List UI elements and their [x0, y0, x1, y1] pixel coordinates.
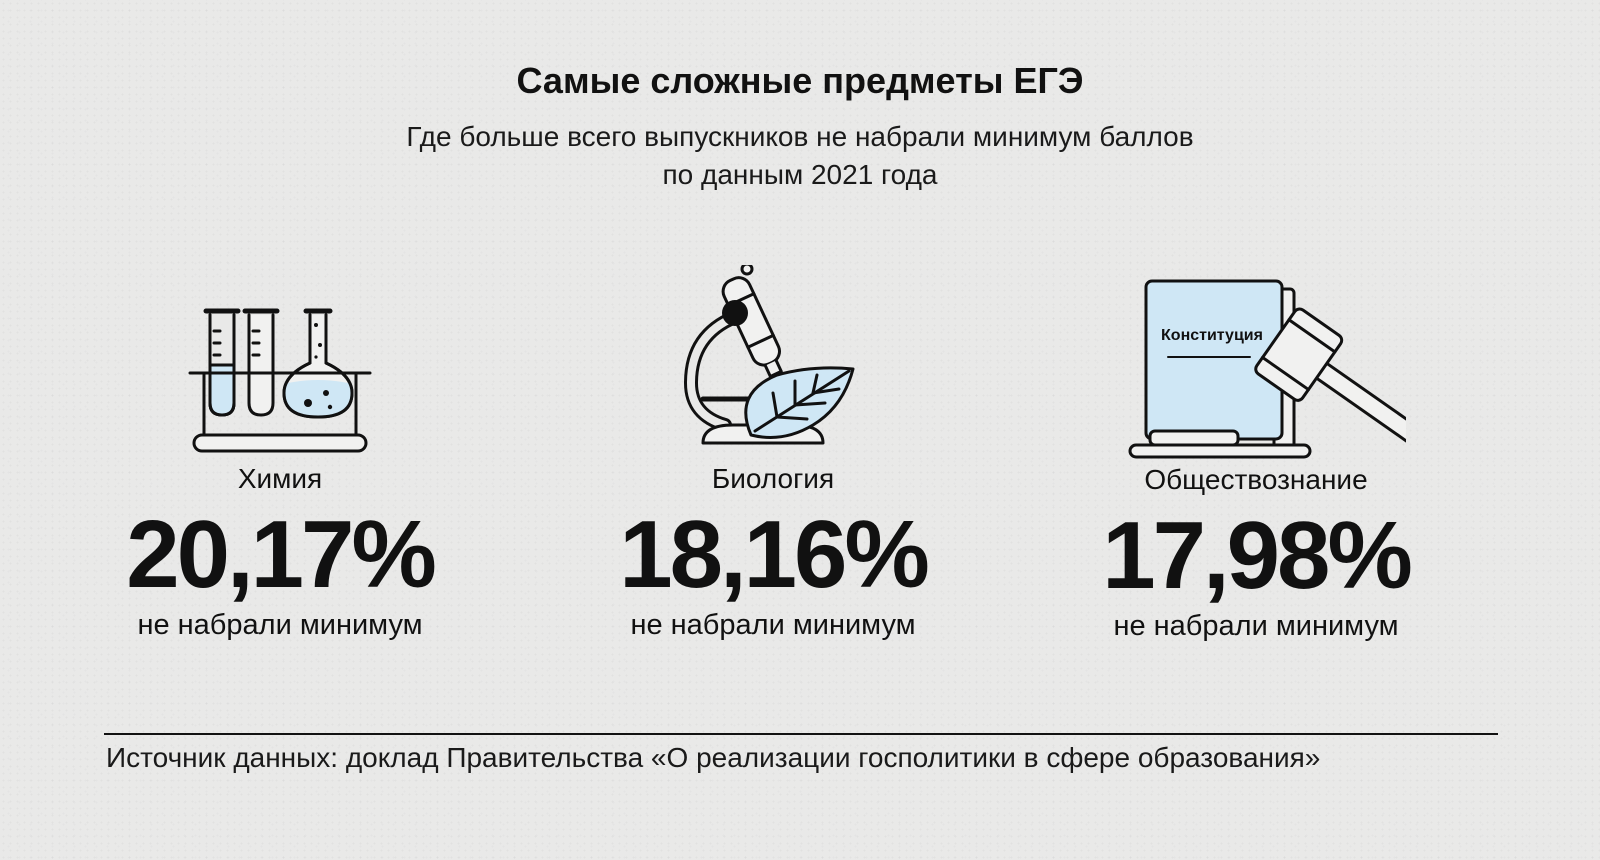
footer-divider: [104, 733, 1498, 735]
book-title-text: Конституция: [1161, 327, 1263, 344]
stat-card-chemistry: Химия 20,17% не набрали минимум: [60, 265, 500, 642]
percent-value: 18,16%: [619, 501, 930, 608]
page-title: Самые сложные предметы ЕГЭ: [516, 60, 1084, 101]
subject-label: Химия: [237, 463, 323, 494]
subject-label: Биология: [711, 463, 835, 494]
test-tubes-icon: [188, 308, 372, 453]
stat-card-social-studies: Конституция Обществознание 17,98% не наб…: [1036, 265, 1476, 643]
subtitle-line-2: по данным 2021 года: [662, 159, 938, 190]
page-subtitle: Где больше всего выпускников не набрали …: [0, 118, 1600, 194]
value-caption: не набрали минимум: [1113, 610, 1399, 642]
percent-value: 20,17%: [126, 501, 437, 608]
percent-value: 17,98%: [1102, 502, 1413, 609]
microscope-leaf-icon: [684, 265, 855, 445]
stat-card-biology: Биология 18,16% не набрали минимум: [553, 265, 993, 642]
subject-label: Обществознание: [1144, 464, 1368, 495]
value-caption: не набрали минимум: [137, 609, 423, 641]
subtitle-line-1: Где больше всего выпускников не набрали …: [406, 121, 1194, 152]
source-note: Источник данных: доклад Правительства «О…: [106, 742, 1321, 773]
constitution-gavel-icon: Конституция: [1128, 279, 1406, 459]
value-caption: не набрали минимум: [630, 609, 916, 641]
